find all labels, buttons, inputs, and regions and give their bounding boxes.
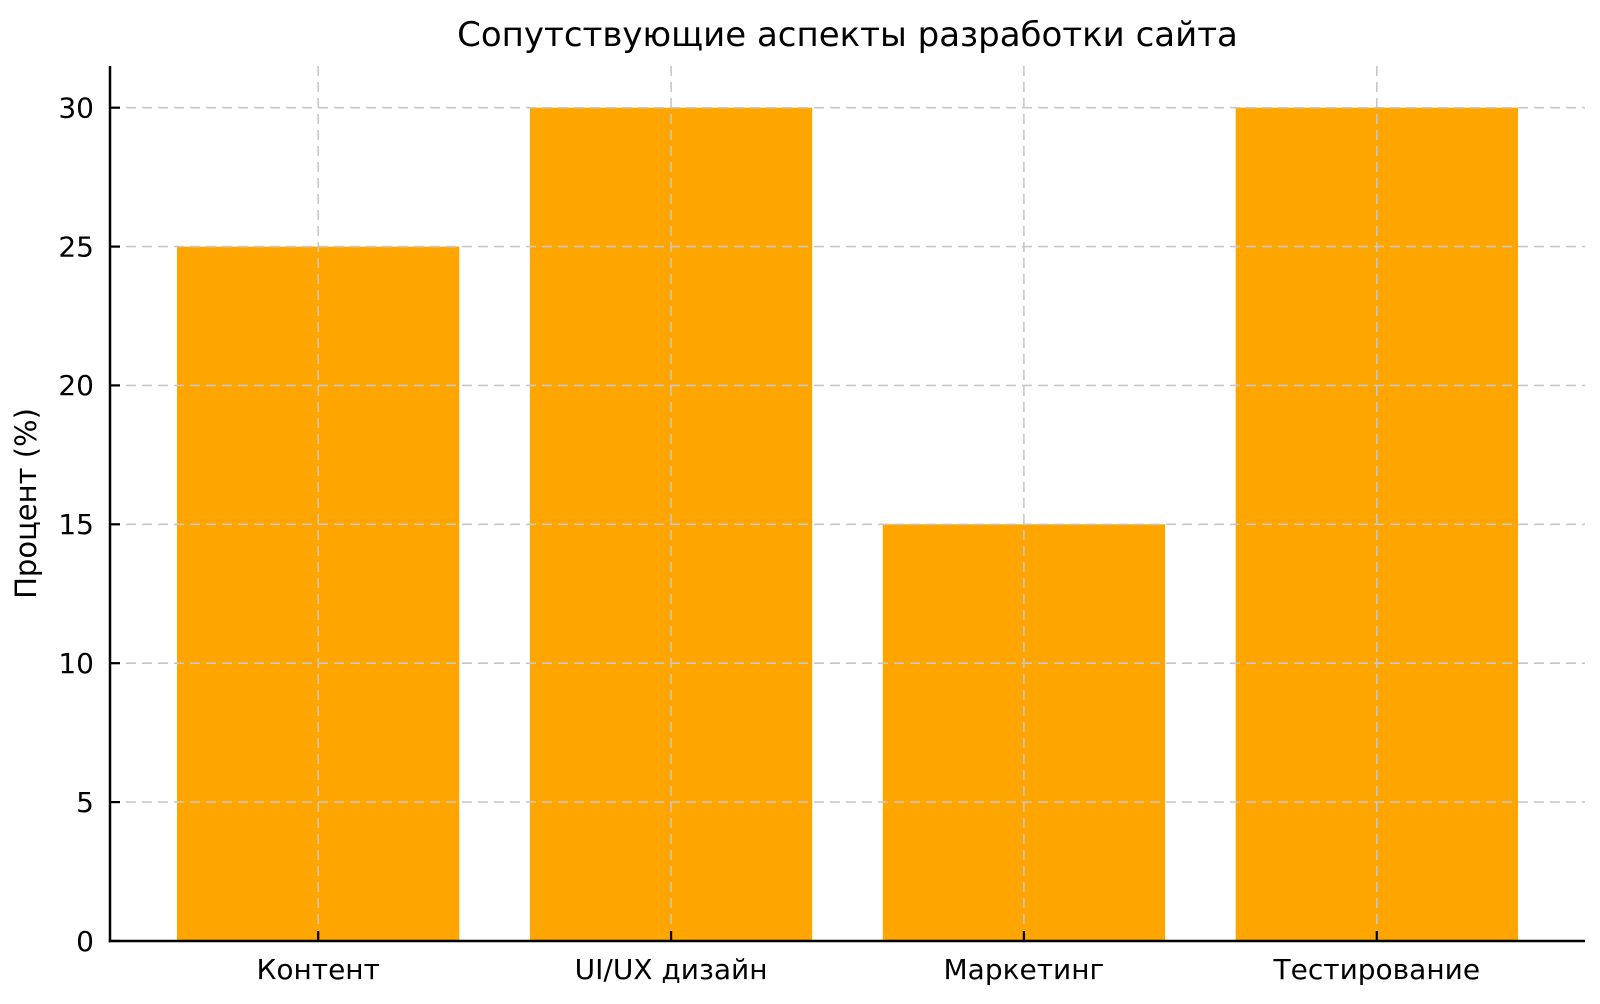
y-tick-label-5: 5: [76, 786, 94, 819]
y-tick-label-30: 30: [58, 92, 94, 125]
x-tick-label-2: Маркетинг: [944, 953, 1105, 986]
x-tick-label-1: UI/UX дизайн: [575, 953, 768, 986]
y-tick-label-20: 20: [58, 369, 94, 402]
x-tick-label-3: Тестирование: [1273, 953, 1481, 986]
chart-title: Сопутствующие аспекты разработки сайта: [457, 15, 1238, 55]
y-tick-label-10: 10: [58, 647, 94, 680]
y-axis-label: Процент (%): [9, 408, 43, 599]
y-tick-label-25: 25: [58, 230, 94, 263]
y-tick-label-15: 15: [58, 508, 94, 541]
x-tick-label-0: Контент: [256, 953, 379, 986]
y-tick-label-0: 0: [76, 925, 94, 958]
